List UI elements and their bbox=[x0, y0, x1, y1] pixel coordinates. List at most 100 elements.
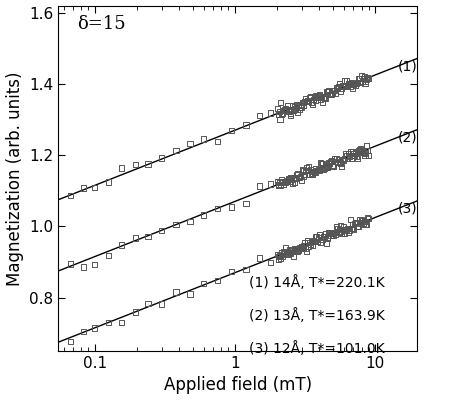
Point bbox=[280, 178, 287, 184]
Point bbox=[310, 238, 317, 244]
Point bbox=[286, 174, 294, 181]
Point bbox=[337, 164, 345, 170]
Point bbox=[330, 88, 337, 94]
Point bbox=[302, 95, 309, 102]
Point bbox=[349, 82, 357, 88]
Point bbox=[309, 169, 316, 175]
Point bbox=[275, 179, 283, 186]
Point bbox=[200, 136, 207, 142]
Point bbox=[293, 109, 301, 116]
Point bbox=[274, 182, 281, 189]
Point bbox=[295, 174, 302, 180]
Point bbox=[309, 96, 316, 102]
Point bbox=[350, 80, 358, 86]
Point bbox=[322, 88, 329, 94]
Point bbox=[344, 80, 351, 86]
Point bbox=[302, 249, 310, 255]
Point bbox=[361, 78, 369, 85]
Point bbox=[274, 111, 282, 118]
Point bbox=[322, 240, 329, 246]
Point bbox=[321, 95, 328, 102]
Point bbox=[316, 96, 324, 102]
Point bbox=[303, 98, 311, 104]
Point bbox=[327, 92, 335, 98]
Point bbox=[351, 219, 358, 225]
Point bbox=[333, 160, 340, 166]
Point bbox=[347, 150, 355, 157]
Point bbox=[308, 101, 315, 107]
Point bbox=[301, 171, 308, 178]
Point bbox=[338, 226, 346, 232]
Point bbox=[328, 230, 336, 236]
Point bbox=[289, 180, 296, 187]
Point bbox=[242, 266, 249, 273]
Point bbox=[291, 179, 298, 186]
Point bbox=[186, 218, 193, 224]
Point bbox=[311, 169, 318, 176]
Point bbox=[278, 110, 285, 116]
Point bbox=[357, 73, 364, 79]
Point bbox=[288, 177, 295, 183]
Point bbox=[273, 252, 280, 258]
Point bbox=[330, 229, 337, 236]
Point bbox=[297, 105, 304, 111]
Point bbox=[347, 80, 354, 86]
Point bbox=[363, 76, 370, 83]
Point bbox=[307, 100, 314, 106]
Point bbox=[361, 150, 369, 156]
Point bbox=[319, 234, 326, 240]
Point bbox=[242, 200, 249, 207]
Point bbox=[255, 255, 263, 261]
Point bbox=[306, 241, 313, 247]
Point bbox=[317, 161, 325, 167]
Point bbox=[299, 242, 306, 249]
Point bbox=[305, 95, 313, 101]
Point bbox=[315, 168, 323, 174]
Point bbox=[279, 181, 286, 187]
Point bbox=[157, 155, 165, 161]
Point bbox=[289, 103, 296, 109]
Point bbox=[213, 277, 221, 284]
Point bbox=[338, 82, 346, 88]
Point bbox=[287, 110, 294, 117]
Point bbox=[317, 93, 325, 99]
Point bbox=[357, 216, 364, 223]
Point bbox=[67, 192, 74, 199]
Point bbox=[280, 250, 287, 257]
Point bbox=[337, 230, 345, 236]
Point bbox=[91, 325, 98, 331]
Point bbox=[277, 250, 285, 256]
Point bbox=[313, 95, 320, 101]
Point bbox=[347, 226, 354, 232]
Point bbox=[336, 83, 344, 89]
Point bbox=[349, 152, 357, 158]
Point bbox=[242, 122, 249, 128]
Point bbox=[325, 87, 332, 94]
Point bbox=[293, 248, 301, 255]
Point bbox=[104, 179, 112, 185]
Point bbox=[358, 75, 366, 82]
Point bbox=[344, 229, 351, 236]
Point bbox=[346, 84, 353, 90]
Point bbox=[275, 108, 283, 114]
Point bbox=[328, 91, 336, 97]
Point bbox=[358, 149, 365, 156]
Point bbox=[314, 166, 322, 173]
Point bbox=[320, 165, 327, 171]
Point bbox=[200, 280, 207, 286]
Point bbox=[347, 226, 355, 232]
Point bbox=[330, 155, 337, 162]
Point bbox=[329, 88, 336, 94]
Point bbox=[310, 170, 317, 176]
Point bbox=[281, 106, 288, 112]
Point bbox=[289, 247, 296, 254]
Point bbox=[345, 228, 352, 234]
Point bbox=[297, 244, 304, 250]
Point bbox=[313, 168, 320, 174]
Point bbox=[303, 168, 311, 174]
Point bbox=[300, 245, 307, 251]
Point bbox=[308, 242, 315, 249]
Point bbox=[332, 85, 339, 91]
Point bbox=[228, 204, 235, 210]
Point bbox=[291, 245, 299, 252]
